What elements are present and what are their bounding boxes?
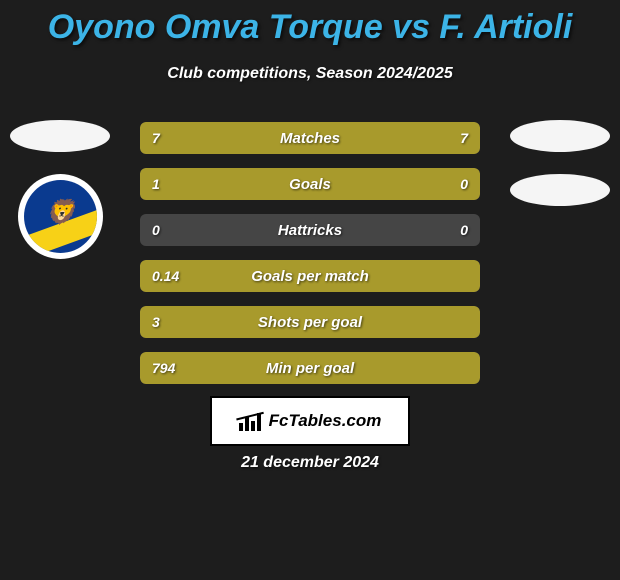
stat-row: Goals per match0.14 bbox=[140, 260, 480, 292]
avatars-right bbox=[510, 120, 610, 206]
stat-bar-left bbox=[140, 122, 310, 154]
stats-chart: Matches77 Goals10 Hattricks0 0 Goals per mat… bbox=[140, 122, 480, 384]
player1-club-badge: 🦁 bbox=[18, 174, 103, 259]
stat-value-right: 0 bbox=[448, 214, 480, 246]
stat-value-left: 0 bbox=[140, 214, 172, 246]
stat-row: Shots per goal3 bbox=[140, 306, 480, 338]
stat-bar-left bbox=[140, 352, 480, 384]
page-title: Oyono Omva Torque vs F. Artioli bbox=[0, 0, 620, 47]
date: 21 december 2024 bbox=[0, 454, 620, 472]
stat-bar-left bbox=[140, 306, 480, 338]
avatars-left: 🦁 bbox=[10, 120, 110, 259]
subtitle: Club competitions, Season 2024/2025 bbox=[0, 65, 620, 83]
stat-bar-right bbox=[412, 168, 480, 200]
player2-club-badge bbox=[510, 174, 610, 206]
player2-avatar bbox=[510, 120, 610, 152]
stat-row: Min per goal794 bbox=[140, 352, 480, 384]
player1-avatar bbox=[10, 120, 110, 152]
stat-bar-left bbox=[140, 168, 412, 200]
brand-icon bbox=[239, 411, 263, 431]
stat-label: Hattricks bbox=[140, 214, 480, 246]
stat-row: Matches77 bbox=[140, 122, 480, 154]
stat-row: Hattricks0 0 bbox=[140, 214, 480, 246]
brand-box: FcTables.com bbox=[210, 396, 410, 446]
brand-text: FcTables.com bbox=[269, 411, 382, 431]
stat-bar-right bbox=[310, 122, 480, 154]
stat-row: Goals10 bbox=[140, 168, 480, 200]
stat-bar-left bbox=[140, 260, 480, 292]
